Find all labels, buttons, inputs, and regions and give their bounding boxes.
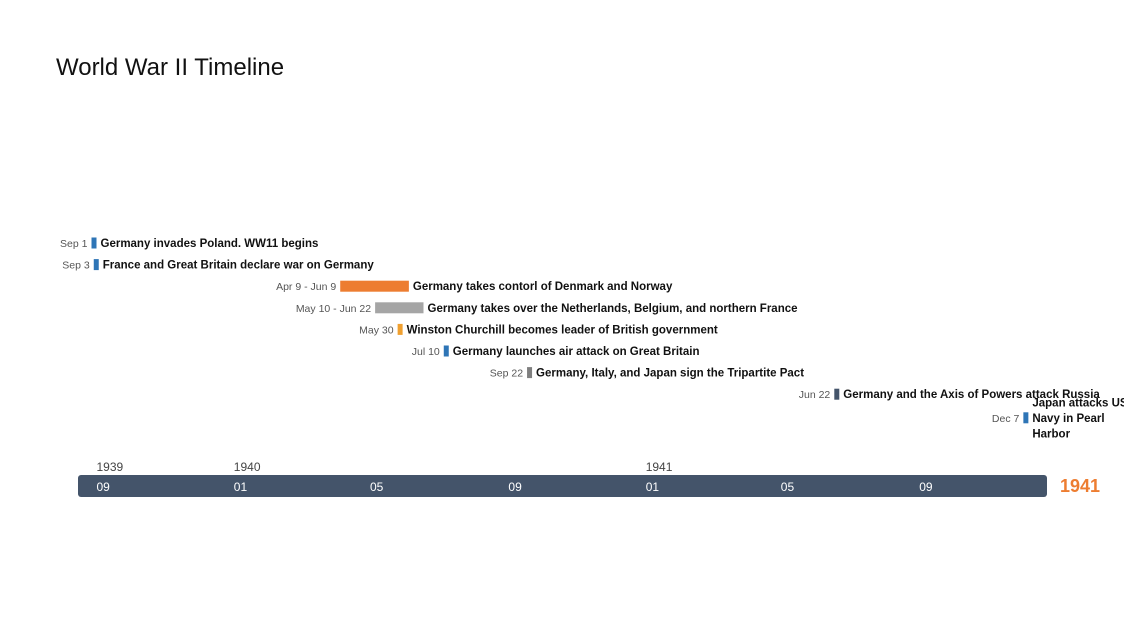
event-bar <box>375 302 424 314</box>
event-date-label: Dec 7 <box>992 413 1020 425</box>
axis-bar <box>78 475 1047 497</box>
event-bar <box>93 259 99 271</box>
page-title: World War II Timeline <box>56 54 285 81</box>
end-year-label: 1941 <box>1060 476 1100 496</box>
event-label: Germany, Italy, and Japan sign the Tripa… <box>536 368 804 380</box>
event-label: Germany invades Poland. WW11 begins <box>101 238 319 250</box>
events-layer: Sep 1 Germany invades Poland. WW11 begins… <box>60 237 1124 440</box>
event-label: France and Great Britain declare war on … <box>103 260 375 272</box>
month-tick-label: 05 <box>781 480 795 494</box>
event-date-label: Jul 10 <box>412 346 440 358</box>
event-label: Germany and the Axis of Powers attack Ru… <box>843 389 1100 401</box>
month-tick-label: 09 <box>97 480 111 494</box>
event-bar <box>1023 412 1029 424</box>
event-bar <box>443 345 449 357</box>
event-label: Winston Churchill becomes leader of Brit… <box>407 324 718 336</box>
event-date-label: Apr 9 - Jun 9 <box>276 281 336 293</box>
event-label: Navy in Pearl <box>1032 413 1104 425</box>
event-date-label: Sep 1 <box>60 238 88 250</box>
event-label: Germany takes contorl of Denmark and Nor… <box>413 281 673 293</box>
event-bar <box>397 323 403 335</box>
event-label: Germany launches air attack on Great Bri… <box>453 346 700 358</box>
event-date-label: Sep 3 <box>62 260 90 272</box>
month-tick-label: 01 <box>234 480 248 494</box>
event-bar <box>834 388 840 400</box>
year-label: 1939 <box>97 460 124 474</box>
month-tick-label: 09 <box>508 480 522 494</box>
event-bar <box>91 237 97 249</box>
event-date-label: May 10 - Jun 22 <box>296 303 371 315</box>
event-date-label: Jun 22 <box>799 389 831 401</box>
event-label: Harbor <box>1032 428 1070 440</box>
month-tick-label: 09 <box>919 480 933 494</box>
month-tick-label: 05 <box>370 480 384 494</box>
event-bar <box>527 367 533 379</box>
month-tick-label: 01 <box>646 480 660 494</box>
year-label: 1941 <box>646 460 673 474</box>
event-date-label: May 30 <box>359 324 394 336</box>
event-label: Japan attacks US <box>1032 397 1124 409</box>
event-bar <box>340 280 409 292</box>
timeline-axis: 09 01 05 09 01 05 09 1939 1940 1941 1941 <box>78 460 1100 497</box>
event-label: Germany takes over the Netherlands, Belg… <box>428 303 798 315</box>
event-date-label: Sep 22 <box>490 368 523 380</box>
year-label: 1940 <box>234 460 261 474</box>
